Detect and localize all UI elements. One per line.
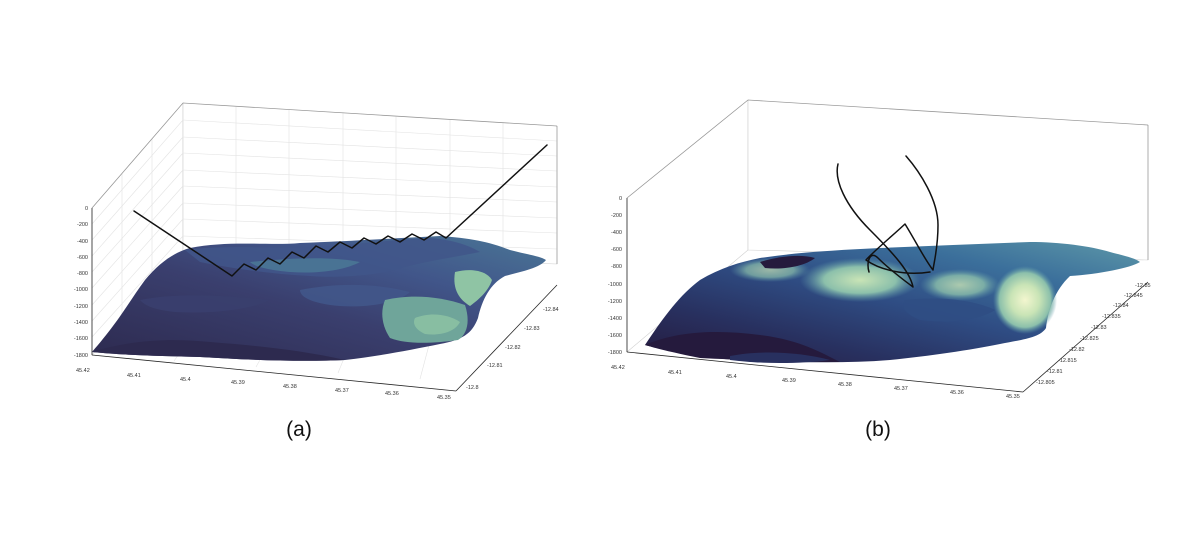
panel-b-track — [836, 155, 939, 288]
panel-a-x-tick: 45.39 — [231, 380, 245, 386]
panel-b-surface — [645, 242, 1140, 363]
panel-b-caption: (b) — [865, 418, 891, 441]
panel-b-x-tick: 45.4 — [726, 374, 737, 380]
panel-a-z-tick: -600 — [77, 255, 88, 261]
panel-a-z-tick: -200 — [77, 222, 88, 228]
panel-b-z-tick: -200 — [611, 213, 622, 219]
panel-a-surface — [92, 236, 546, 361]
panel-b-y-tick: -12.83 — [1091, 325, 1107, 331]
panel-b-x-tick: 45.37 — [894, 386, 908, 392]
panel-b-z-ticks: 0 -200 -400 -600 -800 -1000 -1200 -1400 … — [608, 196, 622, 356]
panel-a-y-tick: -12.83 — [524, 326, 540, 332]
panel-b-y-tick: -12.82 — [1069, 347, 1085, 353]
panel-a-y-tick: -12.84 — [543, 307, 559, 313]
panel-a-z-tick: -1400 — [74, 320, 88, 326]
panel-a-z-tick: -1200 — [74, 304, 88, 310]
panel-b-x-tick: 45.42 — [611, 365, 625, 371]
panel-a-z-tick: -1600 — [74, 336, 88, 342]
panel-b-z-tick: -800 — [611, 264, 622, 270]
panel-b-x-tick: 45.35 — [1006, 394, 1020, 400]
panel-a-z-tick: -400 — [77, 239, 88, 245]
panel-a-x-tick: 45.35 — [437, 395, 451, 401]
panel-b-axes-box — [626, 99, 1149, 393]
panel-b-x-ticks: 45.42 45.41 45.4 45.39 45.38 45.37 45.36… — [611, 365, 1020, 400]
panel-b-y-tick: -12.805 — [1036, 380, 1055, 386]
panel-b-z-tick: -1200 — [608, 299, 622, 305]
panel-a-y-tick: -12.8 — [466, 385, 479, 391]
panel-a-x-tick: 45.38 — [283, 384, 297, 390]
panel-a-y-tick: -12.82 — [505, 345, 521, 351]
panel-a-x-tick: 45.42 — [76, 368, 90, 374]
panel-b-z-tick: -1000 — [608, 282, 622, 288]
panel-b-z-tick: -1800 — [608, 350, 622, 356]
panel-a-caption: (a) — [286, 418, 312, 441]
panel-a-z-tick: -1000 — [74, 287, 88, 293]
panel-a-x-tick: 45.36 — [385, 391, 399, 397]
panel-a-track — [133, 144, 548, 277]
panel-b-z-tick: 0 — [619, 196, 622, 202]
panel-b: 0 -200 -400 -600 -800 -1000 -1200 -1400 … — [608, 99, 1151, 441]
panel-b-y-tick: -12.84 — [1113, 303, 1129, 309]
panel-b-x-tick: 45.41 — [668, 370, 682, 376]
panel-b-y-tick: -12.825 — [1080, 336, 1099, 342]
panel-a-z-tick: -1800 — [74, 353, 88, 359]
panel-b-y-tick: -12.81 — [1047, 369, 1063, 375]
panel-a-z-tick: -800 — [77, 271, 88, 277]
panel-b-y-ticks: -12.805 -12.81 -12.815 -12.82 -12.825 -1… — [1036, 283, 1151, 386]
panel-b-z-tick: -400 — [611, 230, 622, 236]
panel-b-x-tick: 45.36 — [950, 390, 964, 396]
panel-a: 0 -200 -400 -600 -800 -1000 -1200 -1400 … — [74, 102, 559, 441]
panel-a-y-tick: -12.81 — [487, 363, 503, 369]
panel-b-x-tick: 45.38 — [838, 382, 852, 388]
panel-b-y-tick: -12.845 — [1124, 293, 1143, 299]
panel-a-x-tick: 45.37 — [335, 388, 349, 394]
panel-a-z-ticks: 0 -200 -400 -600 -800 -1000 -1200 -1400 … — [74, 206, 88, 359]
panel-b-z-tick: -1600 — [608, 333, 622, 339]
panel-a-x-ticks: 45.42 45.41 45.4 45.39 45.38 45.37 45.36… — [76, 368, 451, 401]
panel-a-y-ticks: -12.8 -12.81 -12.82 -12.83 -12.84 — [466, 307, 559, 391]
panel-b-y-tick: -12.815 — [1058, 358, 1077, 364]
panel-b-y-tick: -12.835 — [1102, 314, 1121, 320]
panel-b-x-tick: 45.39 — [782, 378, 796, 384]
panel-a-x-tick: 45.4 — [180, 377, 191, 383]
panel-a-x-tick: 45.41 — [127, 373, 141, 379]
panel-b-z-tick: -600 — [611, 247, 622, 253]
panel-b-z-tick: -1400 — [608, 316, 622, 322]
panel-a-z-tick: 0 — [85, 206, 88, 212]
panel-b-y-tick: -12.85 — [1135, 283, 1151, 289]
